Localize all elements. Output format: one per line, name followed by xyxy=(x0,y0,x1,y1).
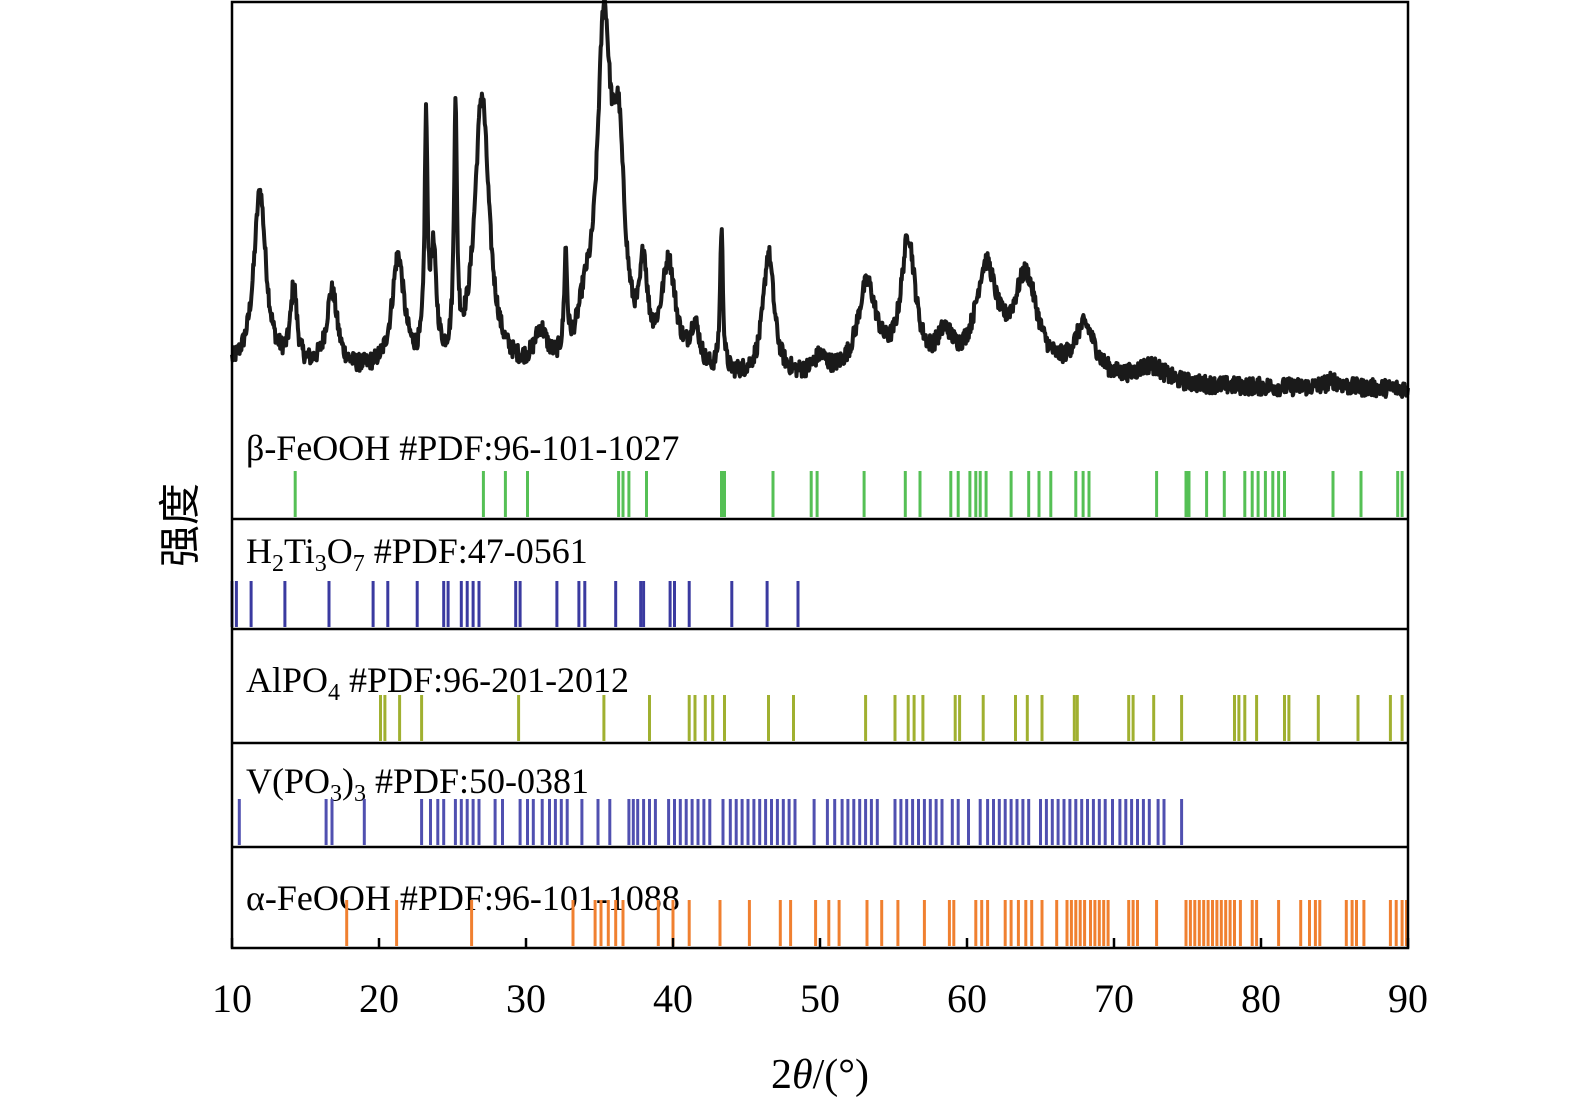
x-axis-label-theta: θ xyxy=(792,1052,813,1098)
x-axis-label-prefix: 2 xyxy=(771,1052,792,1098)
x-axis-label: 2θ/(°) xyxy=(771,1052,869,1098)
reference-label-part: O xyxy=(327,531,353,571)
xrd-pattern-line xyxy=(230,0,1410,399)
y-axis-label: 强度 xyxy=(156,483,205,567)
reference-label-subscript: 2 xyxy=(272,551,284,577)
reference-label-part: ) xyxy=(342,761,354,801)
x-tick-label: 20 xyxy=(359,976,399,1021)
xrd-pattern xyxy=(230,0,1410,399)
reference-panel-5: α-FeOOH #PDF:96-101-1088 xyxy=(246,878,1408,946)
reference-panel-2: H2​Ti3​O7​ #PDF:47-0561 xyxy=(230,531,800,627)
plot-frame xyxy=(230,0,1410,950)
reference-panels: β-FeOOH #PDF:96-101-1027 H2​Ti3​O7​ #PDF:… xyxy=(230,428,1408,946)
x-tick-label: 50 xyxy=(800,976,840,1021)
reference-label-part: H xyxy=(246,531,272,571)
reference-label-3: AlPO4​ #PDF:96-201-2012 xyxy=(246,660,629,706)
reference-label-2: H2​Ti3​O7​ #PDF:47-0561 xyxy=(246,531,588,577)
reference-label-1: β-FeOOH #PDF:96-101-1027 xyxy=(246,428,679,468)
reference-label-subscript: 7 xyxy=(353,551,365,577)
reference-panel-4: V(PO3​)3​ #PDF:50-0381 xyxy=(237,761,1184,845)
x-tick-label: 90 xyxy=(1388,976,1428,1021)
x-axis-ticks: 10 20 30 40 50 60 70 80 90 xyxy=(212,938,1428,1021)
x-axis-label-suffix: /(°) xyxy=(813,1052,869,1098)
reference-label-subscript: 3 xyxy=(315,551,327,577)
x-tick-label: 70 xyxy=(1094,976,1134,1021)
reference-label-subscript: 4 xyxy=(328,680,340,706)
x-tick-label: 10 xyxy=(212,976,252,1021)
reference-label-part: #PDF:47-0561 xyxy=(365,531,588,571)
reference-label-part: AlPO xyxy=(246,660,328,700)
reference-label-part: #PDF:50-0381 xyxy=(366,761,589,801)
reference-label-part: V(PO xyxy=(246,761,330,801)
x-tick-label: 30 xyxy=(506,976,546,1021)
x-tick-label: 80 xyxy=(1241,976,1281,1021)
reference-panel-3: AlPO4​ #PDF:96-201-2012 xyxy=(246,660,1404,741)
plot-border xyxy=(230,0,1410,950)
reference-label-part: #PDF:96-201-2012 xyxy=(340,660,629,700)
reference-panel-1: β-FeOOH #PDF:96-101-1027 xyxy=(246,428,1404,517)
x-tick-label: 40 xyxy=(653,976,693,1021)
reference-label-part: Ti xyxy=(284,531,315,571)
x-tick-label: 60 xyxy=(947,976,987,1021)
reference-label-4: V(PO3​)3​ #PDF:50-0381 xyxy=(246,761,589,807)
